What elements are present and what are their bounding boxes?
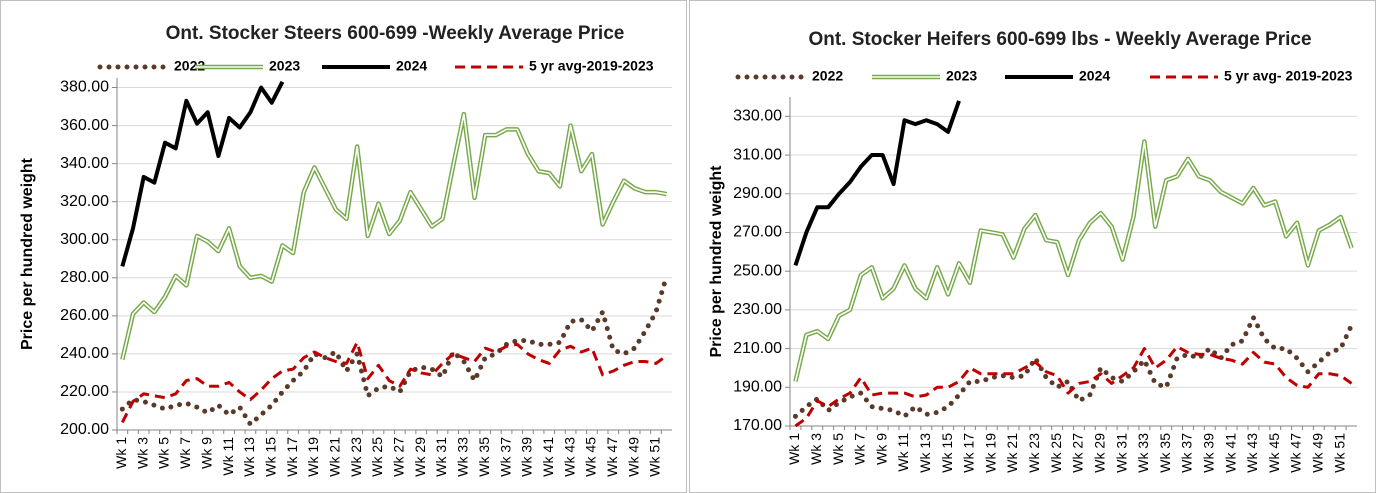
series-line-inner [121,113,667,360]
x-tick-label: Wk 31 [433,437,449,477]
x-tick-label: Wk 51 [647,437,663,477]
x-tick-label: Wk 27 [1070,433,1086,473]
x-tick-label: Wk 41 [540,437,556,477]
x-tick-label: Wk 5 [830,433,846,465]
x-tick-label: Wk 7 [852,433,868,465]
y-tick-label: 170.00 [733,417,782,434]
x-tick-label: Wk 23 [1026,433,1042,473]
series-line [121,340,668,424]
x-tick-label: Wk 19 [982,433,998,473]
x-tick-label: Wk 13 [917,433,933,473]
y-tick-label: 200.00 [60,421,109,438]
x-tick-label: Wk 11 [895,433,911,472]
y-axis-label: Price per hundred weight [19,157,36,350]
x-tick-label: Wk 39 [1201,433,1217,473]
series-line-inner [794,140,1353,382]
x-tick-label: Wk 37 [1179,433,1195,473]
legend-label: 2022 [174,58,205,74]
x-tick-label: Wk 3 [134,437,150,469]
y-tick-label: 320.00 [60,193,109,210]
y-tick-label: 340.00 [60,155,109,172]
series-line [793,100,961,267]
x-tick-label: Wk 9 [198,437,214,469]
y-tick-label: 260.00 [60,307,109,324]
x-tick-label: Wk 1 [786,433,802,465]
legend-label: 5 yr avg- 2019-2023 [1224,68,1353,84]
x-tick-label: Wk 37 [497,437,513,477]
x-tick-label: Wk 9 [873,433,889,465]
x-tick-label: Wk 19 [305,437,321,477]
x-tick-label: Wk 29 [412,437,428,477]
x-tick-label: Wk 25 [369,437,385,477]
x-tick-label: Wk 3 [808,433,824,465]
series-line [793,139,1354,383]
x-tick-label: Wk 45 [1266,433,1282,473]
x-tick-label: Wk 17 [284,437,300,477]
y-tick-label: 250.00 [733,262,782,279]
x-tick-label: Wk 47 [604,437,620,477]
y-tick-label: 360.00 [60,117,109,134]
x-tick-label: Wk 15 [939,433,955,473]
chart-title: Ont. Stocker Heifers 600-699 lbs - Weekl… [808,29,1312,50]
series-line [119,273,670,427]
x-tick-label: Wk 5 [156,437,172,469]
legend-label: 2024 [396,58,427,74]
legend-label: 5 yr avg-2019-2023 [529,58,654,74]
x-tick-label: Wk 47 [1288,433,1304,473]
x-tick-label: Wk 7 [177,437,193,469]
x-tick-label: Wk 51 [1331,433,1347,473]
y-tick-label: 190.00 [733,379,782,396]
x-tick-label: Wk 17 [961,433,977,473]
x-tick-label: Wk 49 [1310,433,1326,473]
y-tick-label: 210.00 [733,340,782,357]
x-tick-label: Wk 23 [348,437,364,477]
y-axis-label: Price per hundred weight [708,165,725,358]
y-tick-label: 270.00 [733,224,782,241]
x-tick-label: Wk 15 [262,437,278,477]
y-tick-label: 280.00 [60,269,109,286]
x-tick-label: Wk 1 [113,437,129,469]
x-tick-label: Wk 33 [1135,433,1151,473]
x-tick-label: Wk 39 [519,437,535,477]
x-tick-label: Wk 49 [625,437,641,477]
legend-label: 2022 [812,68,843,84]
x-tick-label: Wk 33 [455,437,471,477]
x-tick-label: Wk 11 [220,437,236,476]
y-tick-label: 310.00 [733,146,782,163]
series-line [794,345,1353,428]
series-line [120,111,668,361]
x-tick-label: Wk 43 [561,437,577,477]
x-tick-label: Wk 27 [391,437,407,477]
x-tick-label: Wk 35 [476,437,492,477]
y-tick-label: 240.00 [60,345,109,362]
x-tick-label: Wk 25 [1048,433,1064,473]
y-tick-label: 330.00 [733,108,782,125]
x-tick-label: Wk 31 [1113,433,1129,473]
x-tick-label: Wk 21 [327,437,343,477]
y-tick-label: 220.00 [60,383,109,400]
x-tick-label: Wk 29 [1091,433,1107,473]
chart-title: Ont. Stocker Steers 600-699 -Weekly Aver… [165,23,625,44]
y-tick-label: 290.00 [733,185,782,202]
y-tick-label: 300.00 [60,231,109,248]
x-tick-label: Wk 43 [1244,433,1260,473]
legend-label: 2023 [269,58,300,74]
legend-label: 2024 [1079,68,1110,84]
series-line [792,315,1355,419]
series-line [120,80,285,267]
x-tick-label: Wk 45 [583,437,599,477]
x-tick-label: Wk 41 [1222,433,1238,473]
legend-label: 2023 [946,68,977,84]
y-tick-label: 230.00 [733,301,782,318]
y-tick-label: 380.00 [60,79,109,96]
x-tick-label: Wk 35 [1157,433,1173,473]
x-tick-label: Wk 13 [241,437,257,477]
x-tick-label: Wk 21 [1004,433,1020,473]
